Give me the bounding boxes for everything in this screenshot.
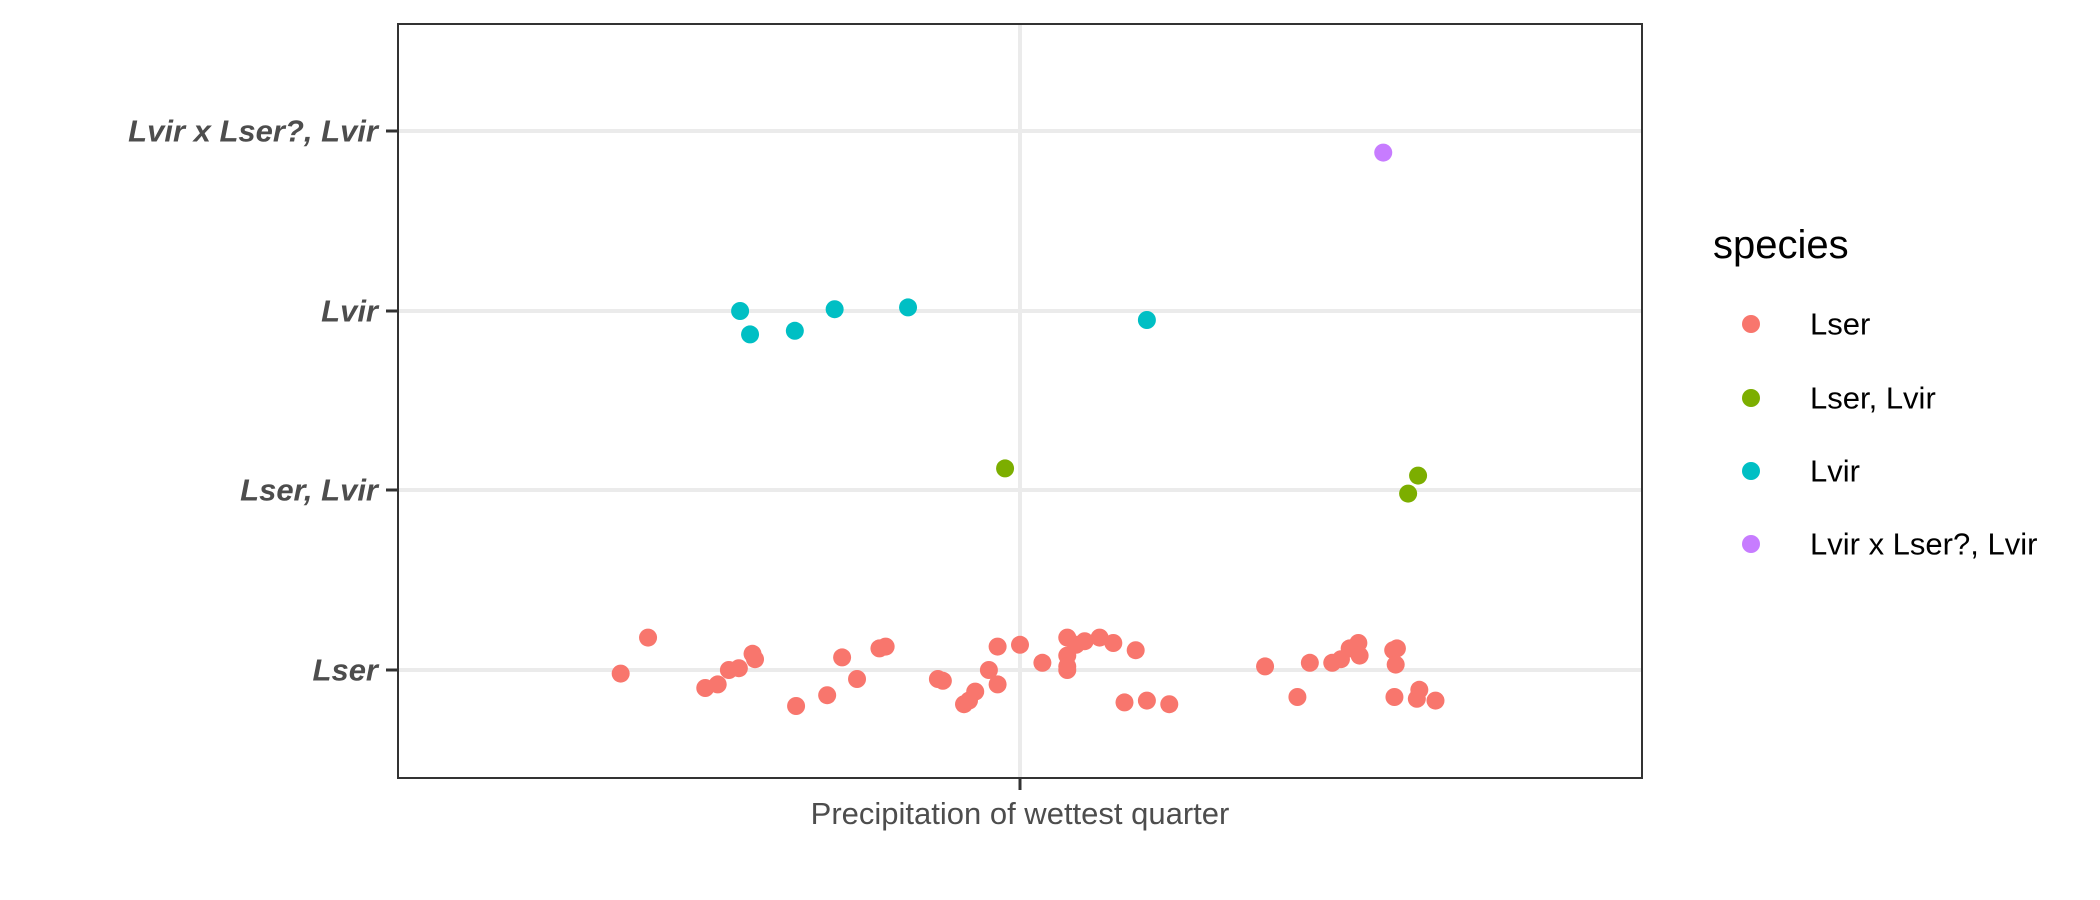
data-point [1104, 634, 1123, 652]
data-point [729, 659, 748, 678]
data-point [639, 628, 658, 647]
data-point [899, 298, 918, 317]
data-point [1300, 653, 1319, 672]
data-point [996, 459, 1015, 478]
data-point [785, 321, 804, 340]
data-point [966, 682, 985, 701]
data-point [979, 661, 998, 679]
data-point [848, 670, 867, 688]
data-point [1033, 653, 1052, 672]
data-point [1426, 691, 1445, 710]
y-tick-label: Lvir [321, 294, 380, 329]
data-point [746, 650, 765, 669]
data-point [1256, 657, 1275, 676]
data-point [611, 664, 630, 683]
legend-key [1742, 315, 1760, 333]
legend-label: Lser [1810, 307, 1870, 342]
data-point [876, 637, 895, 656]
data-point [1385, 688, 1404, 706]
data-point [1075, 632, 1094, 651]
legend-title: species [1713, 223, 1849, 267]
y-axis: Lser Lser, Lvir Lvir Lvir x Lser?, Lvir [128, 114, 398, 688]
legend-key [1742, 535, 1760, 553]
data-point [1115, 693, 1134, 712]
data-point [988, 637, 1007, 656]
data-point [1399, 484, 1418, 503]
y-tick-label: Lvir x Lser?, Lvir [128, 114, 380, 149]
data-point [818, 686, 837, 705]
data-point [1288, 688, 1307, 706]
data-point [1011, 635, 1029, 654]
legend-label: Lvir x Lser?, Lvir [1810, 527, 2037, 562]
y-tick-label: Lser, Lvir [240, 473, 380, 508]
data-point [988, 675, 1007, 694]
data-point [933, 671, 952, 690]
data-point [731, 302, 750, 320]
legend-label: Lvir [1810, 454, 1860, 489]
data-point [1374, 143, 1393, 162]
data-point [1090, 628, 1109, 647]
gridlines [398, 24, 1642, 778]
data-point [1350, 646, 1369, 665]
data-point [1058, 661, 1077, 679]
data-point [787, 697, 806, 715]
data-point [741, 325, 760, 344]
data-point [1160, 695, 1179, 714]
data-point [833, 648, 852, 667]
legend-label: Lser, Lvir [1810, 381, 1936, 416]
legend-items: Lser Lser, Lvir Lvir Lvir x Lser?, Lvir [1742, 307, 2037, 562]
y-tick-label: Lser [313, 653, 380, 688]
data-point [1409, 466, 1428, 485]
data-point [708, 675, 727, 694]
legend: species Lser Lser, Lvir Lvir Lvir x Lser?, … [1713, 223, 2037, 562]
data-point [1387, 639, 1406, 658]
data-point [1386, 655, 1405, 674]
data-point [825, 300, 844, 319]
legend-key [1742, 389, 1760, 407]
x-axis-label: Precipitation of wettest quarter [811, 796, 1230, 831]
data-points [611, 143, 1445, 715]
data-point [1410, 680, 1429, 699]
data-point [1126, 641, 1145, 660]
data-point [1137, 311, 1156, 329]
data-point [1137, 691, 1156, 710]
legend-key [1742, 462, 1760, 480]
